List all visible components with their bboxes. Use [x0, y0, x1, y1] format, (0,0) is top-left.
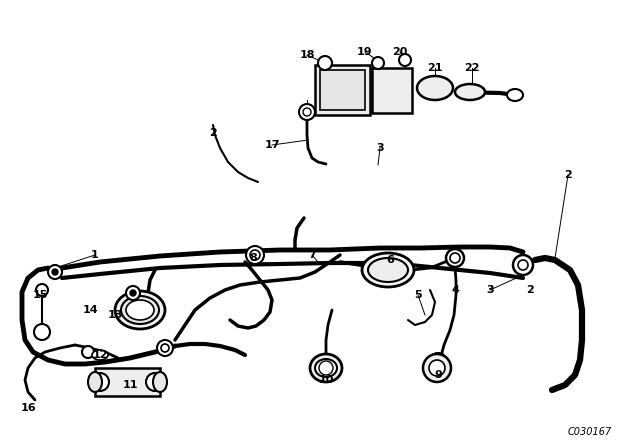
Text: 21: 21: [428, 63, 443, 73]
Text: 8: 8: [249, 253, 257, 263]
Ellipse shape: [362, 253, 414, 287]
Text: 17: 17: [264, 140, 280, 150]
Bar: [95, 368, 160, 396]
Circle shape: [161, 344, 169, 352]
Text: 13: 13: [108, 310, 123, 320]
Circle shape: [91, 373, 109, 391]
Circle shape: [52, 269, 58, 275]
Text: 6: 6: [386, 255, 394, 265]
Ellipse shape: [455, 84, 485, 100]
Text: 4: 4: [451, 285, 459, 295]
Circle shape: [450, 253, 460, 263]
Circle shape: [372, 57, 384, 69]
Text: 11: 11: [122, 380, 138, 390]
Ellipse shape: [368, 258, 408, 282]
Text: 19: 19: [357, 47, 373, 57]
Circle shape: [513, 255, 533, 275]
Text: 2: 2: [209, 128, 217, 138]
Circle shape: [423, 354, 451, 382]
Text: 14: 14: [82, 305, 98, 315]
Circle shape: [429, 353, 447, 371]
Text: C030167: C030167: [568, 427, 612, 437]
Ellipse shape: [507, 89, 523, 101]
Circle shape: [446, 249, 464, 267]
Text: 2: 2: [564, 170, 572, 180]
Circle shape: [130, 290, 136, 296]
Text: 7: 7: [308, 250, 316, 260]
Circle shape: [82, 346, 94, 358]
Circle shape: [319, 361, 333, 375]
Bar: [315, 65, 370, 115]
Text: 20: 20: [392, 47, 408, 57]
Text: 15: 15: [32, 290, 48, 300]
Circle shape: [250, 250, 260, 260]
Text: 9: 9: [434, 370, 442, 380]
Text: 12: 12: [92, 350, 108, 360]
Circle shape: [303, 108, 311, 116]
Text: 3: 3: [376, 143, 384, 153]
Ellipse shape: [315, 359, 337, 377]
Ellipse shape: [126, 300, 154, 320]
Circle shape: [146, 373, 164, 391]
Circle shape: [318, 56, 332, 70]
Circle shape: [429, 360, 445, 376]
Ellipse shape: [88, 372, 102, 392]
Circle shape: [299, 104, 315, 120]
Circle shape: [34, 324, 50, 340]
Circle shape: [518, 260, 528, 270]
Circle shape: [48, 265, 62, 279]
Text: 16: 16: [20, 403, 36, 413]
Circle shape: [433, 357, 443, 367]
Ellipse shape: [115, 291, 165, 329]
Text: 5: 5: [414, 290, 422, 300]
Bar: [320, 70, 365, 110]
Ellipse shape: [92, 350, 108, 360]
Text: 2: 2: [526, 285, 534, 295]
Text: 10: 10: [318, 375, 333, 385]
Text: 1: 1: [91, 250, 99, 260]
Bar: [372, 68, 412, 113]
Text: 3: 3: [486, 285, 494, 295]
Ellipse shape: [121, 296, 159, 324]
Text: 18: 18: [300, 50, 315, 60]
Circle shape: [36, 284, 48, 296]
Circle shape: [399, 54, 411, 66]
Circle shape: [157, 340, 173, 356]
Ellipse shape: [153, 372, 167, 392]
Ellipse shape: [310, 354, 342, 382]
Ellipse shape: [417, 76, 453, 100]
Text: 22: 22: [464, 63, 480, 73]
Circle shape: [246, 246, 264, 264]
Circle shape: [126, 286, 140, 300]
